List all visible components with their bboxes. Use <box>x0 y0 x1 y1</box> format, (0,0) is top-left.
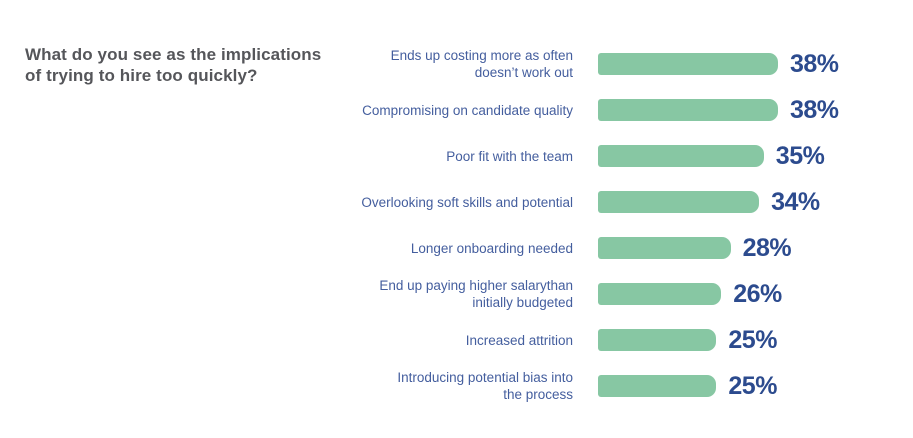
value-label: 28% <box>742 233 792 262</box>
bar-area: 38% <box>598 96 839 125</box>
bar-row: End up paying higher salarythan initiall… <box>0 271 913 317</box>
category-label: End up paying higher salarythan initiall… <box>379 278 573 310</box>
category-label: Overlooking soft skills and potential <box>361 194 573 210</box>
bar-row: Ends up costing more as often doesn’t wo… <box>0 41 913 87</box>
category-label: Increased attrition <box>465 332 573 348</box>
bar <box>598 53 778 75</box>
value-label: 38% <box>790 95 839 124</box>
bar <box>598 237 731 259</box>
category-label: Introducing potential bias into the proc… <box>397 370 573 402</box>
bar-area: 34% <box>598 188 820 217</box>
category-label: Poor fit with the team <box>446 148 573 164</box>
bar-area: 38% <box>598 50 839 79</box>
value-label: 25% <box>728 325 777 354</box>
value-label: 34% <box>771 187 820 216</box>
bar <box>598 145 764 167</box>
value-label: 35% <box>775 141 825 170</box>
bar-row: Overlooking soft skills and potential 34… <box>0 179 913 225</box>
bar <box>598 191 760 213</box>
category-label: Longer onboarding needed <box>410 240 573 256</box>
bar <box>598 99 778 121</box>
bar-area: 25% <box>598 372 777 401</box>
bar-area: 26% <box>598 280 782 309</box>
category-label: Ends up costing more as often doesn’t wo… <box>390 48 573 80</box>
bar-chart: Ends up costing more as often doesn’t wo… <box>0 41 913 409</box>
bar-area: 25% <box>598 326 777 355</box>
value-label: 26% <box>733 279 782 308</box>
bar-row: Longer onboarding needed 28% <box>0 225 913 271</box>
chart-title: What do you see as the implications of t… <box>25 45 322 85</box>
bar <box>598 329 717 351</box>
bar <box>598 375 717 397</box>
category-label: Compromising on candidate quality <box>362 102 573 118</box>
bar-area: 28% <box>598 233 792 263</box>
bar <box>598 283 722 305</box>
bar-row: Introducing potential bias into the proc… <box>0 363 913 409</box>
value-label: 38% <box>790 49 839 78</box>
bar-area: 35% <box>598 141 825 171</box>
bar-row: Increased attrition 25% <box>0 317 913 363</box>
value-label: 25% <box>728 371 777 400</box>
bar-row: Poor fit with the team 35% <box>0 133 913 179</box>
bar-row: Compromising on candidate quality 38% <box>0 87 913 133</box>
